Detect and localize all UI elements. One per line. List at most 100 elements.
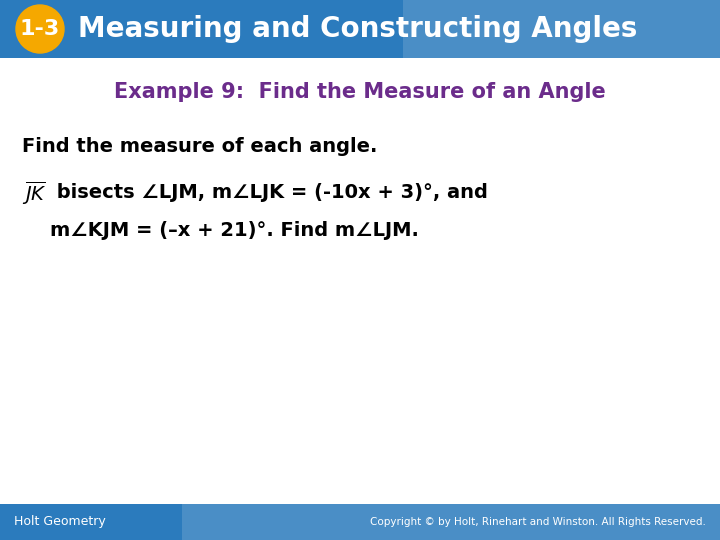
Bar bbox=[416, 501, 429, 514]
Bar bbox=[663, 45, 676, 58]
Bar bbox=[611, 527, 624, 540]
Bar bbox=[520, 0, 533, 6]
Bar bbox=[507, 527, 520, 540]
Bar bbox=[442, 0, 455, 6]
Text: Find the measure of each angle.: Find the measure of each angle. bbox=[22, 138, 377, 157]
Bar bbox=[637, 19, 650, 32]
Bar bbox=[624, 19, 637, 32]
Bar bbox=[273, 501, 286, 514]
Text: 1-3: 1-3 bbox=[20, 19, 60, 39]
Bar bbox=[403, 514, 416, 527]
Bar bbox=[676, 32, 689, 45]
Bar bbox=[533, 45, 546, 58]
Bar bbox=[650, 527, 663, 540]
Bar bbox=[455, 6, 468, 19]
Bar bbox=[481, 501, 494, 514]
Bar bbox=[403, 32, 416, 45]
Bar bbox=[403, 45, 416, 58]
Text: Measuring and Constructing Angles: Measuring and Constructing Angles bbox=[78, 15, 637, 43]
Bar bbox=[702, 45, 715, 58]
Bar bbox=[455, 501, 468, 514]
Bar bbox=[676, 527, 689, 540]
Bar bbox=[195, 514, 208, 527]
Bar bbox=[611, 514, 624, 527]
Bar bbox=[715, 514, 720, 527]
Bar bbox=[689, 514, 702, 527]
Text: bisects ∠LJM, m∠LJK = (-10x + 3)°, and: bisects ∠LJM, m∠LJK = (-10x + 3)°, and bbox=[50, 184, 488, 202]
Bar bbox=[416, 514, 429, 527]
Bar bbox=[481, 514, 494, 527]
Bar bbox=[429, 501, 442, 514]
Bar bbox=[442, 514, 455, 527]
Bar bbox=[260, 527, 273, 540]
Bar bbox=[416, 19, 429, 32]
Bar bbox=[0, 0, 720, 58]
Bar bbox=[390, 514, 403, 527]
Bar bbox=[598, 0, 611, 6]
Bar bbox=[650, 45, 663, 58]
Bar bbox=[455, 45, 468, 58]
Bar bbox=[702, 0, 715, 6]
Bar bbox=[338, 514, 351, 527]
Bar bbox=[208, 527, 221, 540]
Bar bbox=[377, 527, 390, 540]
Bar bbox=[468, 0, 481, 6]
Bar bbox=[715, 0, 720, 6]
Bar bbox=[481, 19, 494, 32]
Bar bbox=[468, 45, 481, 58]
Bar bbox=[416, 6, 429, 19]
Bar bbox=[559, 501, 572, 514]
Bar bbox=[546, 32, 559, 45]
Bar bbox=[715, 19, 720, 32]
Bar bbox=[247, 527, 260, 540]
Bar bbox=[676, 6, 689, 19]
Bar bbox=[650, 0, 663, 6]
Bar bbox=[182, 527, 195, 540]
Bar bbox=[533, 32, 546, 45]
Bar bbox=[442, 527, 455, 540]
Bar bbox=[663, 0, 676, 6]
Bar bbox=[377, 514, 390, 527]
Bar bbox=[572, 45, 585, 58]
Bar bbox=[442, 501, 455, 514]
Bar bbox=[637, 45, 650, 58]
Bar bbox=[494, 32, 507, 45]
Bar bbox=[546, 501, 559, 514]
Bar bbox=[247, 514, 260, 527]
Bar bbox=[507, 514, 520, 527]
Bar bbox=[494, 19, 507, 32]
Bar bbox=[468, 501, 481, 514]
Bar bbox=[234, 527, 247, 540]
Bar bbox=[507, 0, 520, 6]
Bar bbox=[611, 19, 624, 32]
Bar bbox=[533, 514, 546, 527]
Bar bbox=[338, 527, 351, 540]
Bar bbox=[429, 45, 442, 58]
Bar bbox=[195, 501, 208, 514]
Bar bbox=[650, 501, 663, 514]
Bar bbox=[364, 527, 377, 540]
Bar bbox=[559, 32, 572, 45]
Bar bbox=[247, 501, 260, 514]
Bar bbox=[676, 45, 689, 58]
Bar bbox=[689, 19, 702, 32]
Bar bbox=[208, 501, 221, 514]
Bar bbox=[546, 0, 559, 6]
Bar bbox=[416, 0, 429, 6]
Bar bbox=[572, 527, 585, 540]
Bar bbox=[676, 19, 689, 32]
Bar bbox=[364, 514, 377, 527]
Bar bbox=[442, 19, 455, 32]
Bar bbox=[455, 0, 468, 6]
Bar bbox=[663, 514, 676, 527]
Bar bbox=[403, 0, 416, 6]
Bar bbox=[507, 19, 520, 32]
Bar bbox=[533, 6, 546, 19]
Bar bbox=[637, 514, 650, 527]
Bar bbox=[624, 514, 637, 527]
Bar bbox=[559, 0, 572, 6]
Bar bbox=[208, 514, 221, 527]
Bar bbox=[598, 19, 611, 32]
Bar bbox=[468, 6, 481, 19]
Bar bbox=[663, 527, 676, 540]
